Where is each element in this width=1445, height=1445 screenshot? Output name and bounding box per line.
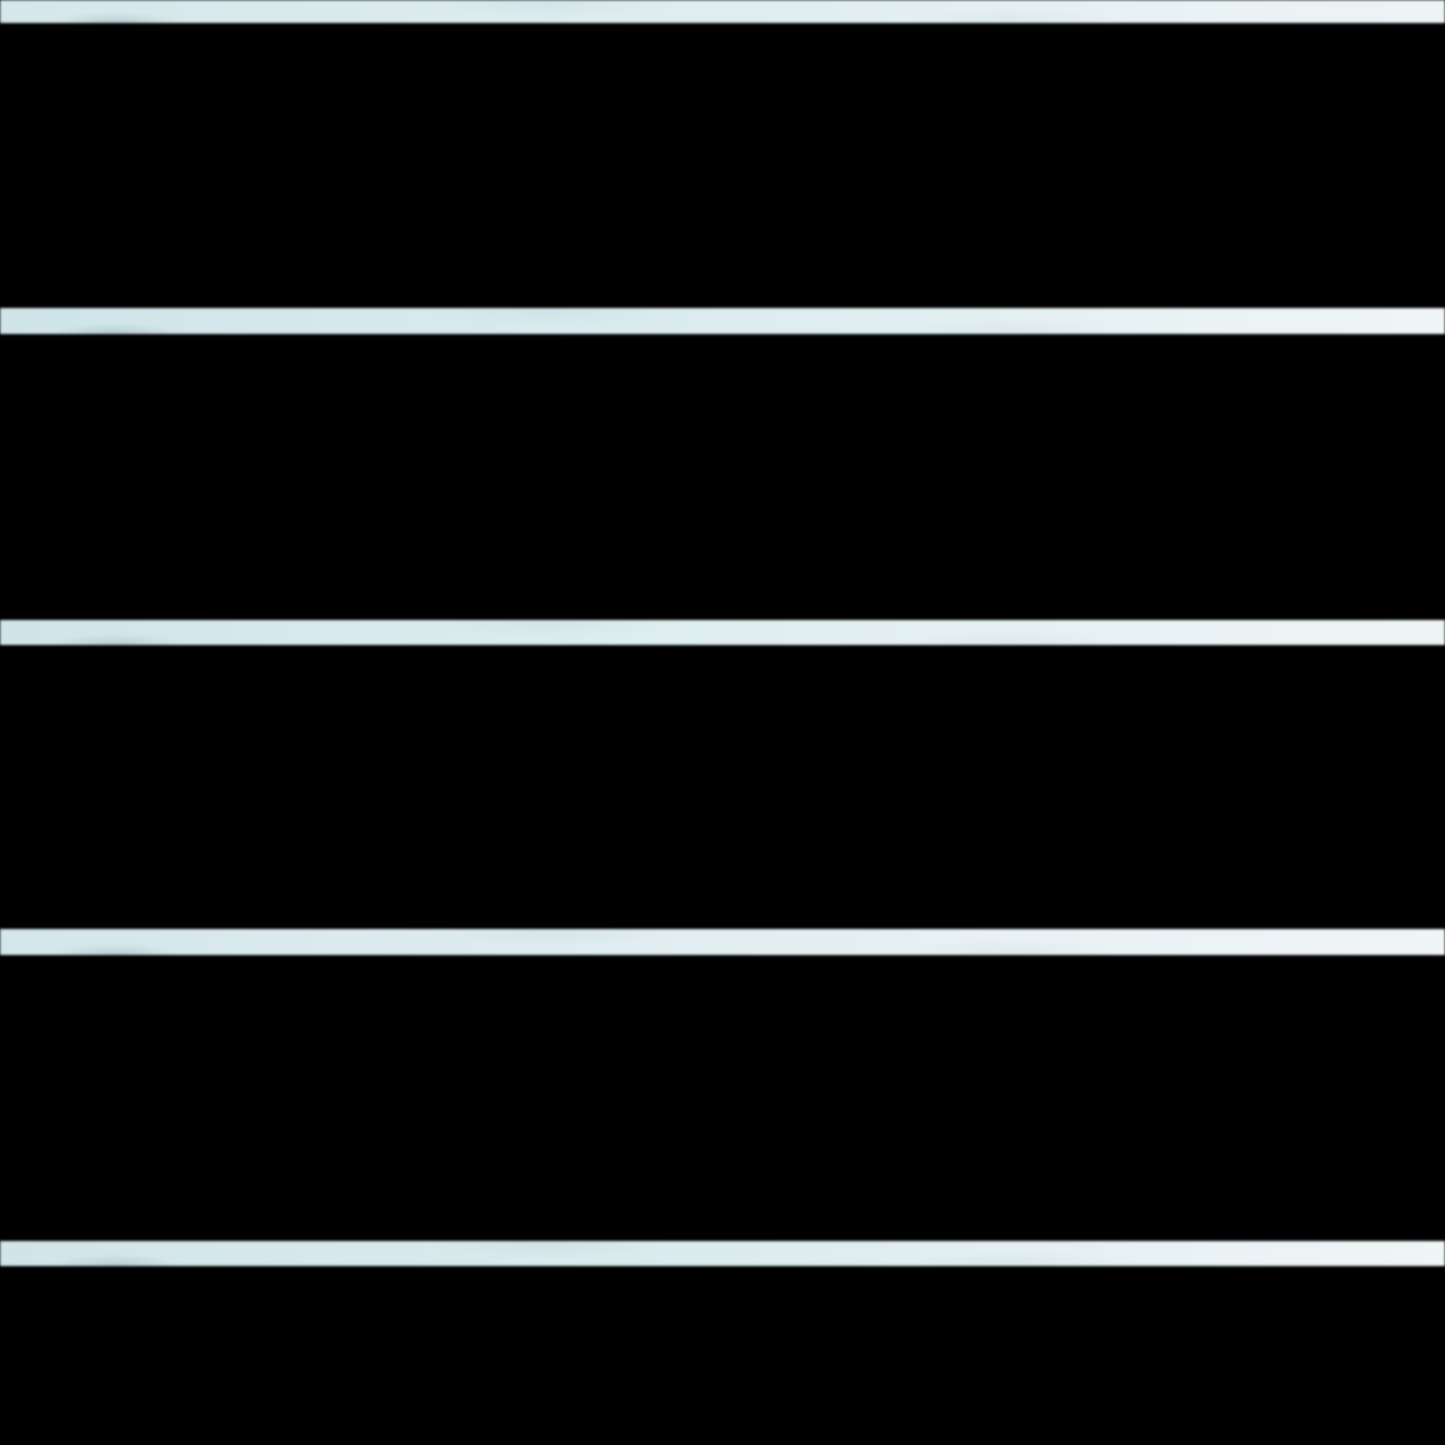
stripe-smudge — [0, 308, 1445, 334]
stripe-smudge — [0, 620, 1445, 645]
stripe-smudge — [0, 0, 1445, 23]
stripe-smudge — [0, 929, 1445, 955]
pale-stripe-5 — [0, 1241, 1445, 1266]
pale-stripe-4 — [0, 929, 1445, 955]
pale-stripe-3 — [0, 620, 1445, 645]
stripe-smudge — [0, 1241, 1445, 1266]
pale-stripe-1 — [0, 0, 1445, 23]
pale-stripe-2 — [0, 308, 1445, 334]
